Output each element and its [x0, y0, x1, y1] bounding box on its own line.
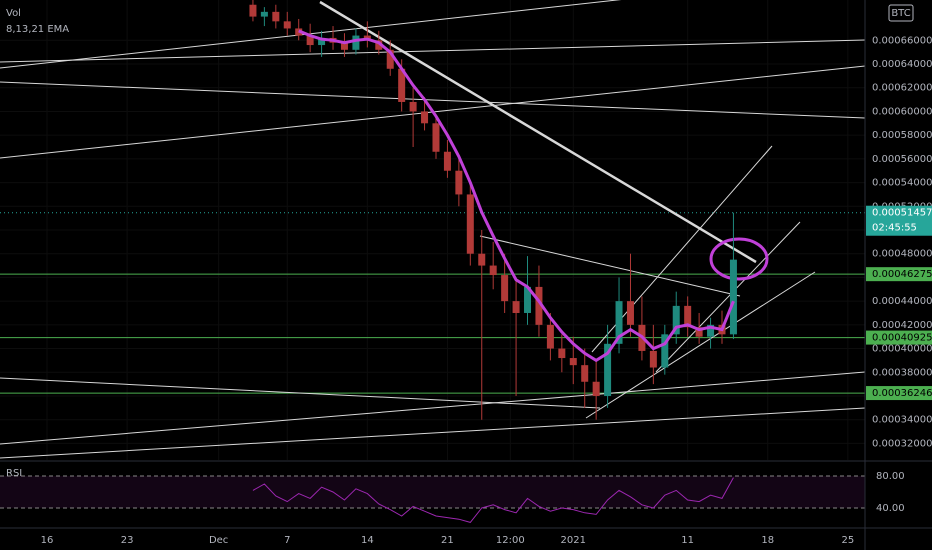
candle-body	[684, 305, 692, 328]
candle-body	[306, 35, 314, 46]
candle-body	[546, 324, 554, 349]
candle-body	[398, 68, 406, 102]
candle-body	[260, 11, 268, 17]
rsi-line	[252, 477, 734, 523]
y-tick-label: 0.00058000	[872, 130, 932, 141]
y-tick-label: 0.00056000	[872, 154, 932, 165]
rsi-tick-label: 40.00	[876, 503, 905, 514]
trend-line	[0, 377, 601, 409]
rsi-band	[0, 476, 865, 508]
y-tick-label: 0.00034000	[872, 415, 932, 426]
candle-body	[443, 151, 451, 171]
x-tick-label: 16	[41, 535, 54, 546]
y-tick-label: 0.00060000	[872, 106, 932, 117]
x-tick-label: 25	[841, 535, 854, 546]
ema-line	[298, 29, 735, 363]
indicator-label: Vol	[6, 8, 21, 19]
level-tag	[866, 267, 932, 282]
trend-line	[319, 0, 757, 264]
candle-body	[569, 358, 577, 366]
candle-body	[729, 259, 737, 335]
candle-body	[478, 253, 486, 266]
candle-body	[352, 35, 360, 50]
highlight-circle	[709, 237, 769, 281]
x-tick-label: 2021	[561, 535, 586, 546]
y-tick-label: 0.00044000	[872, 296, 932, 307]
countdown-label: 02:45:55	[872, 223, 917, 234]
candle-body	[626, 301, 634, 325]
candle-body	[318, 37, 326, 46]
candle-body	[489, 265, 497, 276]
x-tick-label: 18	[761, 535, 774, 546]
candle-body	[524, 286, 532, 313]
rsi-panel	[0, 475, 865, 523]
candle-body	[649, 350, 657, 368]
y-tick-label: 0.00032000	[872, 438, 932, 449]
trend-line	[585, 271, 816, 419]
level-tag-label: 0.00036246	[872, 388, 932, 399]
y-tick-label: 0.00042000	[872, 320, 932, 331]
candle-body	[615, 301, 623, 344]
x-tick-label: 14	[361, 535, 374, 546]
level-tag	[866, 386, 932, 401]
level-tag-label: 0.00046275	[872, 269, 932, 280]
candle-body	[386, 49, 394, 69]
candles	[249, 0, 737, 420]
indicator-label: 8,13,21 EMA	[6, 24, 69, 35]
trend-line	[0, 39, 865, 63]
level-tag	[866, 330, 932, 345]
axes: 0.000320000.000340000.000360000.00038000…	[41, 35, 932, 546]
y-tick-label: 0.00054000	[872, 178, 932, 189]
currency-badge	[888, 4, 914, 22]
candle-body	[249, 4, 257, 17]
currency: BTC	[891, 8, 910, 19]
x-tick-label: 12:00	[496, 535, 525, 546]
trend-line	[0, 407, 865, 459]
candle-body	[581, 365, 589, 382]
candle-body	[340, 42, 348, 50]
levels	[0, 212, 865, 394]
candle-body	[707, 324, 715, 337]
candle-body	[661, 334, 669, 368]
y-tick-label: 0.00038000	[872, 367, 932, 378]
candle-body	[512, 301, 520, 313]
candle-body	[592, 381, 600, 396]
trend-line	[0, 0, 622, 69]
candle-body	[604, 343, 612, 396]
candle-body	[455, 170, 463, 195]
candle-body	[432, 123, 440, 152]
y-tick-label: 0.00064000	[872, 59, 932, 70]
rsi-label: RSI	[6, 468, 22, 479]
x-tick-label: Dec	[209, 535, 228, 546]
candle-body	[375, 40, 383, 50]
candle-body	[535, 286, 543, 325]
candle-body	[558, 348, 566, 359]
x-tick-label: 21	[441, 535, 454, 546]
level-tag-label: 0.00040925	[872, 333, 932, 344]
current-price-label: 0.00051457	[872, 208, 932, 219]
candle-body	[409, 101, 417, 112]
candle-body	[672, 305, 680, 335]
x-tick-label: 23	[121, 535, 134, 546]
rsi-tick-label: 80.00	[876, 471, 905, 482]
trend-line	[479, 235, 741, 297]
y-tick-label: 0.00066000	[872, 35, 932, 46]
trend-line	[0, 81, 865, 119]
candle-body	[272, 11, 280, 22]
trend-line	[655, 221, 801, 373]
x-tick-label: 11	[681, 535, 694, 546]
x-tick-label: 7	[284, 535, 290, 546]
candle-body	[501, 275, 509, 302]
candle-body	[421, 111, 429, 124]
candle-body	[466, 194, 474, 254]
candle-body	[283, 21, 291, 29]
y-tick-label: 0.00048000	[872, 249, 932, 260]
y-tick-label: 0.00062000	[872, 83, 932, 94]
current-price-tag	[866, 205, 932, 236]
y-tick-label: 0.00040000	[872, 344, 932, 355]
trend-line	[0, 371, 865, 445]
candle-body	[695, 327, 703, 337]
